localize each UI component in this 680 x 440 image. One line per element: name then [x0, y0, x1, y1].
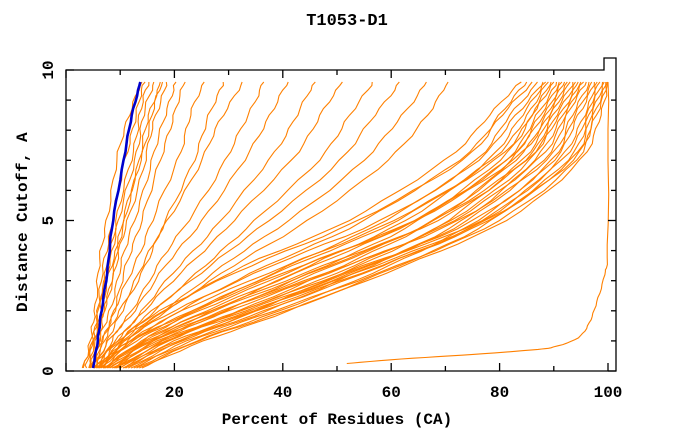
model-curve [96, 81, 568, 369]
model-curve [100, 81, 316, 369]
model-curve [89, 81, 205, 369]
x-tick-label: 60 [382, 384, 401, 402]
x-tick-label: 0 [61, 384, 71, 402]
model-curve [93, 81, 555, 369]
model-curve [102, 81, 579, 369]
y-tick-label: 10 [40, 60, 58, 79]
y-axis-label: Distance Cutoff, A [14, 131, 32, 313]
model-curve [118, 81, 595, 369]
model-curve [92, 81, 522, 369]
model-curve [115, 81, 608, 369]
model-curve [89, 81, 533, 369]
model-curve [93, 81, 186, 369]
model-curve [93, 81, 289, 369]
model-curve [128, 81, 598, 369]
model-curve [141, 81, 604, 369]
x-tick-label: 100 [594, 384, 623, 402]
model-curve [91, 81, 243, 369]
y-tick-label: 0 [40, 366, 58, 376]
model-curve [107, 81, 590, 369]
model-curve [103, 81, 373, 369]
outlier-model-curve [346, 81, 610, 365]
model-curve [104, 82, 574, 369]
x-tick-label: 80 [490, 384, 509, 402]
model-curve [138, 81, 609, 369]
plot-title: T1053-D1 [306, 12, 388, 31]
model-curve [84, 81, 155, 369]
model-curve [103, 81, 558, 369]
model-curve [124, 81, 605, 369]
model-curve [130, 81, 582, 369]
model-curve [100, 81, 528, 369]
model-curve [96, 81, 343, 369]
x-axis-label: Percent of Residues (CA) [221, 411, 453, 429]
model-curve [98, 81, 265, 369]
model-curve [82, 81, 164, 369]
x-tick-label: 40 [273, 384, 292, 402]
reference-curve [91, 81, 142, 369]
y-tick-label: 5 [40, 216, 58, 226]
model-curve [91, 81, 177, 369]
x-tick-label: 20 [165, 384, 184, 402]
model-curve [95, 81, 544, 369]
